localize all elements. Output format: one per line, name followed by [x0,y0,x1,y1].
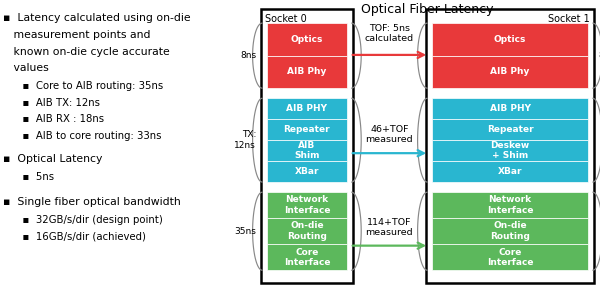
Text: known on-die cycle accurate: known on-die cycle accurate [3,47,170,57]
Bar [267,119,347,140]
Text: measurement points and: measurement points and [3,30,151,40]
Text: ▪  Optical Latency: ▪ Optical Latency [3,154,103,164]
Text: AIB PHY: AIB PHY [286,104,328,113]
Bar [432,244,588,270]
Text: Optics: Optics [291,35,323,44]
Text: Repeater: Repeater [284,125,330,134]
Text: TX:
12ns: TX: 12ns [235,130,256,150]
Text: Repeater: Repeater [487,125,533,134]
Bar [432,161,588,182]
Text: ▪  AIB RX : 18ns: ▪ AIB RX : 18ns [3,114,104,125]
Text: Socket 1: Socket 1 [548,14,590,25]
Text: ▪  16GB/s/dir (achieved): ▪ 16GB/s/dir (achieved) [3,231,146,241]
Text: 8ns: 8ns [599,51,600,60]
Bar [267,23,347,55]
Bar [426,9,594,283]
Text: RX:
18ns: RX: 18ns [599,130,600,150]
Bar [267,55,347,88]
Text: 114+TOF
measured: 114+TOF measured [365,218,413,237]
Bar [267,192,347,218]
Text: TOF: 5ns
calculated: TOF: 5ns calculated [365,24,414,43]
Bar [432,23,588,55]
Text: Core
Interface: Core Interface [284,247,330,267]
Text: ▪  AIB to core routing: 33ns: ▪ AIB to core routing: 33ns [3,131,161,141]
Text: AIB Phy: AIB Phy [287,67,326,76]
Text: AIB PHY: AIB PHY [490,104,530,113]
Text: Optical Fiber Latency: Optical Fiber Latency [361,3,494,16]
Bar [432,98,588,119]
Text: AIB
Shim: AIB Shim [294,141,320,160]
Text: ▪  32GB/s/dir (design point): ▪ 32GB/s/dir (design point) [3,215,163,225]
Bar [261,9,353,283]
Text: 33ns: 33ns [599,227,600,236]
Text: On-die
Routing: On-die Routing [287,221,327,241]
Bar [267,140,347,161]
Text: ▪  Single fiber optical bandwidth: ▪ Single fiber optical bandwidth [3,197,181,207]
Text: XBar: XBar [498,167,522,176]
Bar [267,244,347,270]
Text: values: values [3,63,49,73]
Text: ▪  Latency calculated using on-die: ▪ Latency calculated using on-die [3,13,191,23]
Text: 8ns: 8ns [240,51,256,60]
Bar [432,192,588,218]
Text: Core
Interface: Core Interface [487,247,533,267]
Bar [432,55,588,88]
Text: ▪  Core to AIB routing: 35ns: ▪ Core to AIB routing: 35ns [3,81,163,92]
Text: Deskew
+ Shim: Deskew + Shim [490,141,530,160]
Text: ▪  5ns: ▪ 5ns [3,172,54,182]
Text: Network
Interface: Network Interface [284,195,330,215]
Bar [267,98,347,119]
Text: On-die
Routing: On-die Routing [490,221,530,241]
Bar [267,218,347,244]
Bar [432,119,588,140]
Text: Network
Interface: Network Interface [487,195,533,215]
Text: Socket 0: Socket 0 [265,14,307,25]
Text: ▪  AIB TX: 12ns: ▪ AIB TX: 12ns [3,98,100,108]
Text: 46+TOF
measured: 46+TOF measured [365,125,413,144]
Bar [432,140,588,161]
Text: 35ns: 35ns [235,227,256,236]
Text: XBar: XBar [295,167,319,176]
Text: AIB Phy: AIB Phy [490,67,530,76]
Text: Optics: Optics [494,35,526,44]
Bar [432,218,588,244]
Bar [267,161,347,182]
